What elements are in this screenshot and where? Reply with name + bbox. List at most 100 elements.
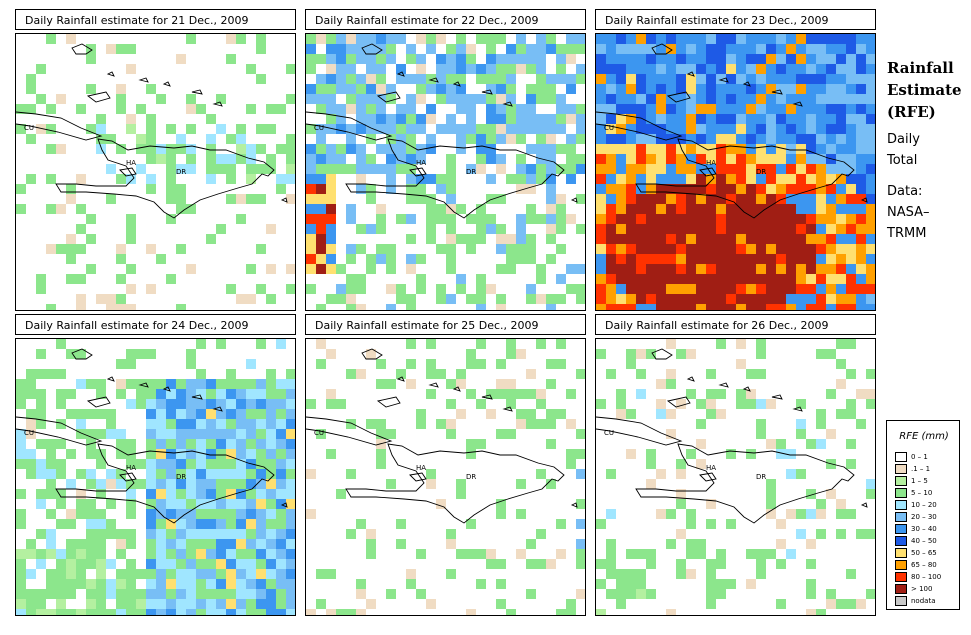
rainfall-cell <box>526 104 536 114</box>
rainfall-cell <box>266 124 276 134</box>
rainfall-cell <box>376 254 386 264</box>
rainfall-cell <box>226 499 236 509</box>
rainfall-cell <box>816 204 826 214</box>
rainfall-cell <box>166 599 176 609</box>
rainfall-cell <box>136 104 146 114</box>
rainfall-cell <box>156 529 166 539</box>
rainfall-cell <box>776 244 786 254</box>
rainfall-cell <box>866 244 875 254</box>
rainfall-cell <box>506 64 516 74</box>
rainfall-cell <box>696 439 706 449</box>
rainfall-cell <box>486 74 496 84</box>
rainfall-cell <box>796 114 806 124</box>
rainfall-cell <box>646 459 656 469</box>
rainfall-cell <box>426 214 436 224</box>
rainfall-cell <box>146 154 156 164</box>
rainfall-cell <box>666 34 676 44</box>
rainfall-cell <box>396 369 406 379</box>
rainfall-cell <box>476 439 486 449</box>
rainfall-cell <box>686 64 696 74</box>
rainfall-cell <box>826 124 836 134</box>
rainfall-cell <box>416 174 426 184</box>
rainfall-cell <box>556 54 566 64</box>
rainfall-cell <box>266 579 276 589</box>
rainfall-cell <box>676 499 686 509</box>
rainfall-cell <box>766 224 776 234</box>
rainfall-cell <box>56 559 66 569</box>
rainfall-cell <box>786 469 796 479</box>
rainfall-cell <box>826 429 836 439</box>
rainfall-cell <box>676 94 686 104</box>
rainfall-cell <box>246 409 256 419</box>
rainfall-cell <box>686 204 696 214</box>
rainfall-cell <box>246 294 256 304</box>
rainfall-cell <box>736 144 746 154</box>
rainfall-cell <box>486 284 496 294</box>
rainfall-cell <box>776 559 786 569</box>
rainfall-cell <box>406 379 416 389</box>
rainfall-cell <box>436 369 446 379</box>
rainfall-cell <box>576 44 585 54</box>
rainfall-cell <box>796 469 806 479</box>
rainfall-cell <box>666 144 676 154</box>
rainfall-cell <box>76 174 86 184</box>
rainfall-cell <box>146 114 156 124</box>
rainfall-cell <box>716 234 726 244</box>
rainfall-cell <box>176 499 186 509</box>
rainfall-cell <box>616 154 626 164</box>
rainfall-cell <box>226 154 236 164</box>
rainfall-cell <box>326 234 336 244</box>
rainfall-cell <box>366 84 376 94</box>
rainfall-map: CU HA DR <box>15 338 296 616</box>
rainfall-cell <box>286 94 295 104</box>
rainfall-cell <box>56 569 66 579</box>
rainfall-cell <box>136 459 146 469</box>
rainfall-cell <box>746 54 756 64</box>
rainfall-cell <box>76 244 86 254</box>
rainfall-cell <box>106 469 116 479</box>
rainfall-cell <box>286 439 295 449</box>
rainfall-cell <box>846 284 856 294</box>
rainfall-cell <box>446 529 456 539</box>
rainfall-cell <box>176 599 186 609</box>
rainfall-cell <box>836 264 846 274</box>
rainfall-cell <box>746 154 756 164</box>
rainfall-cell <box>616 84 626 94</box>
rainfall-cell <box>636 74 646 84</box>
rainfall-cell <box>596 104 606 114</box>
rainfall-cell <box>216 164 226 174</box>
rainfall-cell <box>96 294 106 304</box>
rainfall-cell <box>746 134 756 144</box>
rainfall-cell <box>256 499 266 509</box>
rainfall-cell <box>646 154 656 164</box>
rainfall-cell <box>56 244 66 254</box>
rainfall-cell <box>206 589 216 599</box>
rainfall-cell <box>446 124 456 134</box>
rainfall-cell <box>306 94 316 104</box>
rainfall-cell <box>356 44 366 54</box>
rainfall-cell <box>736 104 746 114</box>
rainfall-cell <box>716 174 726 184</box>
rainfall-cell <box>526 589 536 599</box>
rainfall-cell <box>596 204 606 214</box>
rainfall-cell <box>506 114 516 124</box>
rainfall-cell <box>746 104 756 114</box>
rainfall-cell <box>526 204 536 214</box>
rainfall-cell <box>576 589 585 599</box>
rainfall-cell <box>686 284 696 294</box>
rainfall-cell <box>516 214 526 224</box>
rainfall-cell <box>66 519 76 529</box>
rainfall-cell <box>416 589 426 599</box>
rainfall-cell <box>146 244 156 254</box>
rainfall-cell <box>496 389 506 399</box>
rainfall-cell <box>826 389 836 399</box>
rainfall-cell <box>556 359 566 369</box>
rainfall-cell <box>276 519 286 529</box>
coastline-path <box>771 89 783 95</box>
rainfall-cell <box>646 34 656 44</box>
rainfall-cell <box>446 64 456 74</box>
rainfall-cell <box>836 64 846 74</box>
rainfall-cell <box>186 449 196 459</box>
rainfall-cell <box>846 204 856 214</box>
rainfall-cell <box>616 579 626 589</box>
